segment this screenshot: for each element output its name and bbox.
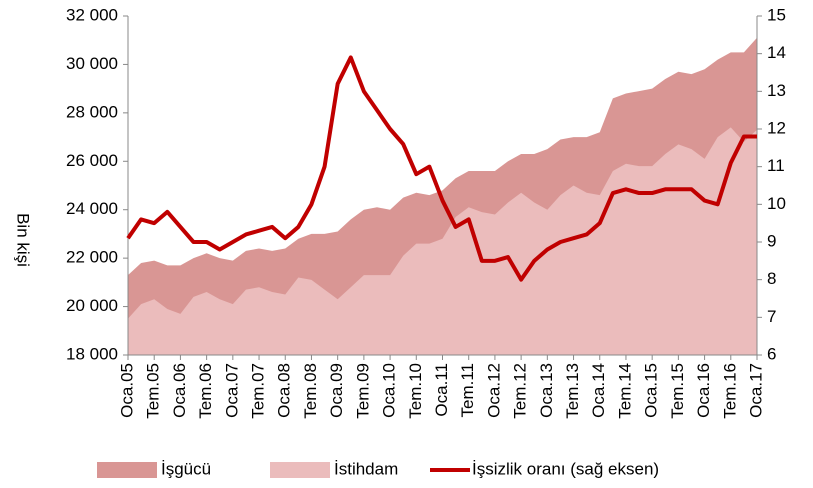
y2-tick-label: 12 <box>767 118 786 137</box>
area <box>128 127 757 355</box>
y2-tick-label: 13 <box>767 81 786 100</box>
x-tick-label: Tem.13 <box>563 363 582 419</box>
y-tick-label: 18 000 <box>66 344 118 363</box>
y2-tick-label: 14 <box>767 43 786 62</box>
x-tick-label: Oca.06 <box>170 363 189 418</box>
x-tick-label: Tem.08 <box>301 363 320 419</box>
y2-tick-label: 9 <box>767 231 776 250</box>
x-tick-label: Tem.10 <box>406 363 425 419</box>
y2-tick-label: 10 <box>767 194 786 213</box>
x-tick-label: Tem.05 <box>144 363 163 419</box>
y-axis-label: Bin kişi <box>14 213 33 267</box>
x-tick-label: Tem.07 <box>249 363 268 419</box>
x-tick-label: Oca.15 <box>642 363 661 418</box>
x-tick-label: Tem.06 <box>196 363 215 419</box>
line <box>126 55 757 282</box>
y2-tick-label: 6 <box>767 344 776 363</box>
x-tick-label: Tem.12 <box>511 363 530 419</box>
x-tick-label: Oca.07 <box>222 363 241 418</box>
x-tick-label: Oca.08 <box>275 363 294 418</box>
x-tick-label: Oca.13 <box>537 363 556 418</box>
x-tick-label: Oca.16 <box>694 363 713 418</box>
x-tick-label: Tem.16 <box>720 363 739 419</box>
x-tick-label: Oca.10 <box>380 363 399 418</box>
x-tick-label: Tem.09 <box>353 363 372 419</box>
y-tick-label: 32 000 <box>66 5 118 24</box>
legend-label: İstihdam <box>334 459 398 478</box>
x-tick-label: Oca.05 <box>117 363 136 418</box>
x-tick-label: Tem.11 <box>458 363 477 418</box>
y-tick-label: 24 000 <box>66 199 118 218</box>
x-tick-label: Oca.11 <box>432 363 451 417</box>
y2-tick-label: 8 <box>767 269 776 288</box>
x-tick-label: Tem.14 <box>615 363 634 419</box>
y2-tick-label: 11 <box>767 156 785 175</box>
y-tick-label: 30 000 <box>66 54 118 73</box>
y-tick-label: 28 000 <box>66 102 118 121</box>
x-tick-label: Oca.17 <box>746 363 765 418</box>
y2-tick-label: 15 <box>767 5 786 24</box>
y-tick-label: 26 000 <box>66 151 118 170</box>
legend-swatch <box>270 462 330 478</box>
legend-swatch <box>97 462 157 478</box>
x-tick-label: Tem.15 <box>668 363 687 419</box>
x-tick-label: Oca.12 <box>484 363 503 418</box>
legend-label: İşgücü <box>161 459 211 478</box>
x-tick-label: Oca.14 <box>589 363 608 418</box>
legend-label: İşsizlik oranı (sağ eksen) <box>472 459 659 478</box>
y2-tick-label: 7 <box>767 307 776 326</box>
y-tick-label: 20 000 <box>66 296 118 315</box>
y-tick-label: 22 000 <box>66 248 118 267</box>
x-tick-label: Oca.09 <box>327 363 346 418</box>
